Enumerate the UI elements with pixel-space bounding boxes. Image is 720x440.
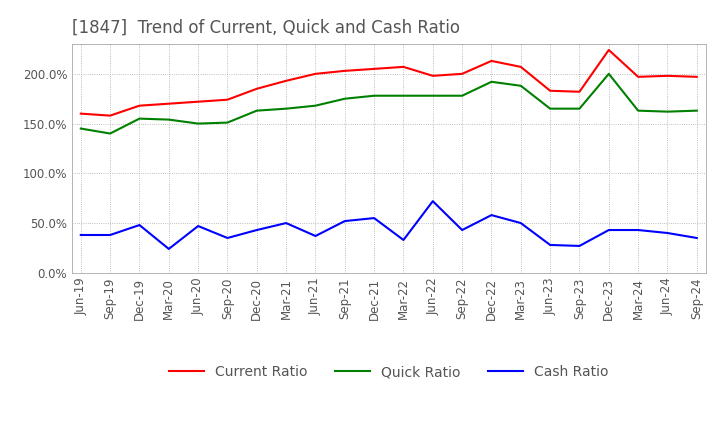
- Cash Ratio: [546, 242, 554, 248]
- Quick Ratio: [399, 93, 408, 99]
- Cash Ratio: [693, 235, 701, 241]
- Cash Ratio: [399, 237, 408, 242]
- Current Ratio: [106, 113, 114, 118]
- Cash Ratio: [76, 232, 85, 238]
- Quick Ratio: [106, 131, 114, 136]
- Cash Ratio: [634, 227, 642, 233]
- Cash Ratio: [164, 246, 173, 252]
- Quick Ratio: [693, 108, 701, 113]
- Current Ratio: [311, 71, 320, 77]
- Current Ratio: [605, 48, 613, 53]
- Cash Ratio: [487, 213, 496, 218]
- Quick Ratio: [341, 96, 349, 101]
- Cash Ratio: [663, 231, 672, 236]
- Current Ratio: [164, 101, 173, 106]
- Quick Ratio: [516, 83, 525, 88]
- Current Ratio: [399, 64, 408, 70]
- Quick Ratio: [135, 116, 144, 121]
- Cash Ratio: [370, 216, 379, 221]
- Current Ratio: [253, 86, 261, 92]
- Current Ratio: [135, 103, 144, 108]
- Quick Ratio: [487, 79, 496, 84]
- Cash Ratio: [223, 235, 232, 241]
- Cash Ratio: [575, 243, 584, 249]
- Quick Ratio: [546, 106, 554, 111]
- Current Ratio: [458, 71, 467, 77]
- Cash Ratio: [135, 222, 144, 227]
- Current Ratio: [634, 74, 642, 80]
- Quick Ratio: [634, 108, 642, 113]
- Quick Ratio: [76, 126, 85, 131]
- Quick Ratio: [428, 93, 437, 99]
- Legend: Current Ratio, Quick Ratio, Cash Ratio: Current Ratio, Quick Ratio, Cash Ratio: [163, 360, 614, 385]
- Current Ratio: [223, 97, 232, 103]
- Quick Ratio: [311, 103, 320, 108]
- Cash Ratio: [311, 233, 320, 238]
- Current Ratio: [76, 111, 85, 116]
- Cash Ratio: [428, 198, 437, 204]
- Current Ratio: [516, 64, 525, 70]
- Quick Ratio: [223, 120, 232, 125]
- Quick Ratio: [370, 93, 379, 99]
- Current Ratio: [663, 73, 672, 78]
- Line: Quick Ratio: Quick Ratio: [81, 74, 697, 133]
- Cash Ratio: [253, 227, 261, 233]
- Current Ratio: [370, 66, 379, 72]
- Text: [1847]  Trend of Current, Quick and Cash Ratio: [1847] Trend of Current, Quick and Cash …: [72, 19, 460, 37]
- Quick Ratio: [605, 71, 613, 77]
- Quick Ratio: [253, 108, 261, 113]
- Current Ratio: [282, 78, 290, 84]
- Current Ratio: [341, 68, 349, 73]
- Current Ratio: [487, 58, 496, 63]
- Quick Ratio: [663, 109, 672, 114]
- Cash Ratio: [282, 220, 290, 226]
- Quick Ratio: [282, 106, 290, 111]
- Current Ratio: [693, 74, 701, 80]
- Cash Ratio: [458, 227, 467, 233]
- Quick Ratio: [194, 121, 202, 126]
- Quick Ratio: [575, 106, 584, 111]
- Cash Ratio: [605, 227, 613, 233]
- Quick Ratio: [458, 93, 467, 99]
- Cash Ratio: [341, 218, 349, 224]
- Current Ratio: [194, 99, 202, 104]
- Cash Ratio: [106, 232, 114, 238]
- Line: Current Ratio: Current Ratio: [81, 50, 697, 116]
- Quick Ratio: [164, 117, 173, 122]
- Current Ratio: [575, 89, 584, 95]
- Current Ratio: [546, 88, 554, 93]
- Cash Ratio: [516, 220, 525, 226]
- Cash Ratio: [194, 224, 202, 229]
- Line: Cash Ratio: Cash Ratio: [81, 201, 697, 249]
- Current Ratio: [428, 73, 437, 78]
